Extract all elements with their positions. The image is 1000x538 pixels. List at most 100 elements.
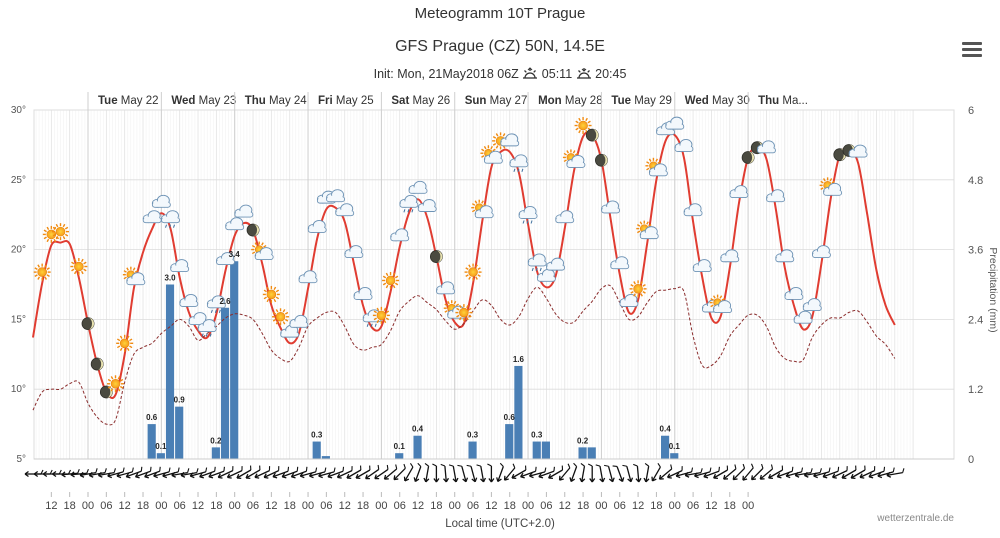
sun-ray — [444, 303, 448, 307]
sun-ray — [117, 376, 121, 380]
precipitation-bar — [505, 424, 514, 459]
wind-arrow-shaft — [98, 471, 115, 477]
sun-ray — [275, 289, 280, 293]
sun-ray — [459, 304, 462, 309]
wind-arrow-shaft — [497, 466, 504, 482]
wind-arrow-head — [658, 474, 664, 480]
wind-arrow-barb — [874, 466, 876, 471]
x-tick-label: 00 — [82, 500, 94, 512]
wind-arrow — [199, 466, 216, 479]
wind-arrow — [776, 466, 794, 479]
wind-arrow-shaft — [404, 466, 414, 482]
precipitation-label: 0.2 — [577, 436, 589, 445]
menu-icon[interactable] — [962, 42, 982, 60]
wind-arrow-head — [162, 472, 168, 479]
wind-arrow-barb — [466, 464, 472, 467]
cloud-fill — [448, 312, 464, 317]
weather-icon-cloud-rain — [161, 210, 180, 228]
rain-drop — [214, 309, 217, 313]
precipitation-label: 3.0 — [164, 274, 176, 283]
wind-arrow — [281, 466, 299, 479]
wind-arrow-shaft — [61, 472, 78, 476]
wind-arrow-barb — [287, 466, 290, 472]
wind-arrow — [558, 463, 571, 481]
sun-ray — [633, 281, 636, 285]
wind-arrow-shaft — [153, 471, 170, 477]
wind-arrow-head — [822, 472, 828, 479]
day-name: Thu — [758, 95, 782, 107]
wind-arrow-shaft — [245, 469, 261, 479]
weather-icon-moon — [246, 223, 260, 237]
wind-arrow-barb — [296, 466, 299, 472]
y-right-tick-label: 3.6 — [968, 245, 983, 257]
wind-arrow-barb — [726, 465, 729, 471]
precipitation-label: 0.4 — [412, 425, 424, 434]
cloud-fill — [804, 304, 820, 309]
wind-arrow-barb — [770, 464, 774, 469]
cloud-fill — [400, 201, 416, 206]
wind-arrow — [346, 465, 362, 480]
wind-arrow — [125, 466, 143, 479]
cloud-fill — [318, 197, 334, 202]
precipitation-bar — [147, 424, 156, 459]
sun-ray — [642, 290, 646, 294]
wind-arrow-shaft — [254, 470, 270, 478]
sun-ray — [251, 251, 256, 255]
sun-ray — [820, 187, 824, 190]
wind-arrow — [548, 465, 564, 480]
wind-arrow-barb — [403, 463, 406, 469]
x-tick-label: 12 — [559, 500, 571, 512]
wind-arrow-head — [365, 474, 370, 480]
rain-drop — [173, 224, 175, 228]
wind-arrow-shaft — [452, 466, 457, 482]
cloud-fill — [813, 251, 829, 256]
wind-arrow — [374, 464, 389, 480]
sun-ray — [639, 221, 643, 225]
weather-icon-cloud — [546, 257, 566, 271]
wind-arrow-shaft — [832, 470, 848, 478]
sun-ray — [123, 276, 127, 280]
weather-icon-cloud — [289, 314, 309, 328]
day-date: May 30 — [712, 95, 750, 107]
day-date: May 28 — [565, 95, 603, 107]
cloud-fill — [485, 157, 501, 162]
sun-ray — [34, 274, 38, 277]
wind-arrow — [579, 463, 586, 483]
wind-arrow-shaft — [607, 466, 614, 482]
wind-arrow-head — [480, 477, 487, 483]
sun-ray — [575, 120, 579, 124]
wind-arrow — [794, 468, 813, 478]
rain-drop — [531, 267, 534, 272]
wind-arrow-head — [61, 471, 66, 478]
wind-arrow-barb — [58, 469, 62, 475]
wind-arrow-barb — [68, 469, 71, 475]
wind-arrow-shaft — [116, 471, 133, 477]
cloud-fill — [611, 262, 627, 267]
wind-arrow-shaft — [346, 469, 362, 479]
wind-arrow — [299, 467, 318, 479]
sun-ray — [83, 268, 87, 272]
precipitation-label: 2.6 — [219, 297, 231, 306]
wind-arrow — [88, 468, 107, 478]
sun-ray — [382, 275, 387, 279]
wind-arrow-shaft — [393, 467, 406, 481]
sun-ray — [385, 272, 389, 277]
sun-ray — [129, 338, 133, 342]
wind-arrow-head — [558, 475, 564, 481]
wind-arrow-shaft — [777, 470, 793, 478]
sun-disc — [110, 378, 121, 389]
sun-ray — [721, 298, 725, 301]
sun-ray — [385, 310, 390, 314]
sun-ray — [126, 347, 130, 352]
wind-arrow-head — [443, 477, 450, 483]
sun-ray — [132, 267, 136, 271]
wind-arrow-shaft — [70, 472, 87, 476]
wind-arrow-head — [134, 472, 140, 479]
wind-arrow-barb — [734, 464, 737, 469]
rain-drop — [374, 323, 377, 327]
wind-arrow-head — [703, 472, 709, 479]
x-tick-label: 00 — [742, 500, 754, 512]
wind-arrow-barb — [223, 466, 225, 472]
sun-ray — [116, 345, 121, 349]
